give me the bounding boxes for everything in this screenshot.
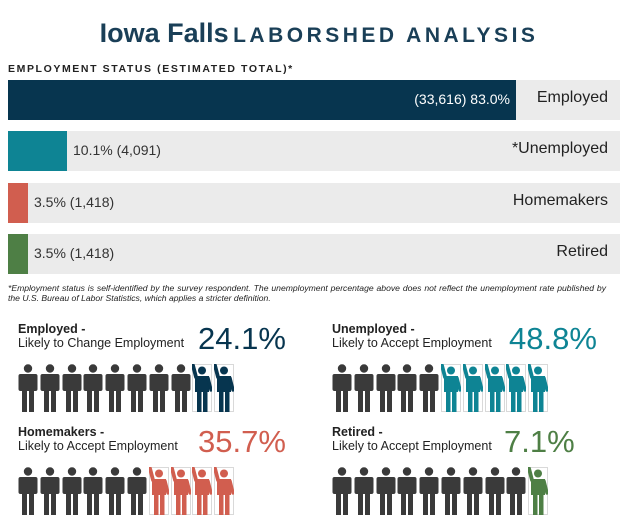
section-label: EMPLOYMENT STATUS (ESTIMATED TOTAL)* [8, 63, 294, 75]
bar [8, 234, 28, 274]
bar-value-label: (33,616) 83.0% [414, 91, 510, 107]
bar-value-label: 3.5% (1,418) [34, 194, 115, 210]
bar-row: 3.5% (1,418) Homemakers [8, 183, 620, 223]
pictograph-panel: Homemakers - Likely to Accept Employment 3… [18, 425, 318, 515]
panel-subtitle: Likely to Accept Employment [332, 336, 492, 350]
panel-subtitle: Likely to Accept Employment [18, 439, 178, 453]
panel-percent: 48.8% [509, 321, 597, 356]
bar-value-label: 10.1% (4,091) [73, 142, 161, 158]
bar [8, 131, 67, 171]
panel-percent: 35.7% [198, 424, 286, 459]
panel-title: Unemployed - [332, 322, 415, 336]
panel-title: Homemakers - [18, 425, 105, 439]
bar-row: 10.1% (4,091) *Unemployed [8, 131, 620, 171]
panel-subtitle: Likely to Change Employment [18, 336, 185, 350]
title-subtitle: LABORSHED ANALYSIS [233, 24, 539, 47]
bar-category-label: Homemakers [512, 192, 608, 209]
bar-value-label: 3.5% (1,418) [34, 245, 115, 261]
bar-category-label: *Unemployed [511, 140, 608, 157]
page-title: Iowa Falls LABORSHED ANALYSIS [0, 18, 638, 49]
pictograph-panel: Unemployed - Likely to Accept Employment 4… [332, 322, 632, 412]
pictograph-panel: Employed - Likely to Change Employment 24.… [18, 322, 318, 412]
panel-title: Employed - [18, 322, 86, 336]
bar [8, 80, 516, 120]
panel-subtitle: Likely to Accept Employment [332, 439, 492, 453]
title-city: Iowa Falls [99, 18, 229, 48]
bar [8, 183, 28, 223]
footnote: *Employment status is self-identified by… [8, 283, 606, 303]
panel-percent: 7.1% [504, 424, 575, 459]
bar-category-label: Retired [556, 243, 608, 260]
panel-percent: 24.1% [198, 321, 286, 356]
panel-title: Retired - [332, 425, 383, 439]
pictograph-panel: Retired - Likely to Accept Employment 7.1% [332, 425, 632, 515]
bar-row: (33,616) 83.0% Employed [8, 80, 620, 120]
bar-row: 3.5% (1,418) Retired [8, 234, 620, 274]
bar-category-label: Employed [536, 89, 608, 106]
